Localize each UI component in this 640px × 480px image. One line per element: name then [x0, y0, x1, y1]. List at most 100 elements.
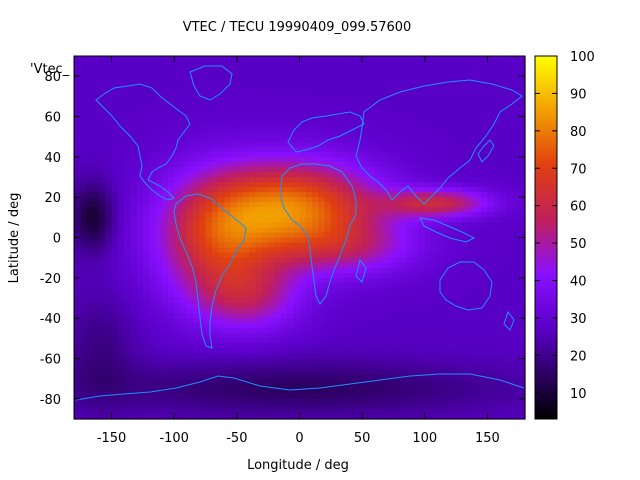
heatmap-cell — [387, 343, 395, 350]
heatmap-cell — [99, 363, 106, 370]
heatmap-cell — [499, 222, 507, 229]
heatmap-cell — [136, 116, 144, 123]
heatmap-cell — [499, 227, 507, 234]
heatmap-cell — [155, 217, 163, 223]
heatmap-cell — [330, 61, 338, 67]
heatmap-cell — [393, 343, 401, 350]
heatmap-cell — [387, 388, 395, 395]
heatmap-cell — [424, 66, 432, 72]
heatmap-cell — [312, 252, 319, 259]
heatmap-cell — [218, 141, 225, 148]
heatmap-cell — [418, 363, 426, 370]
heatmap-cell — [468, 202, 476, 208]
heatmap-cell — [412, 91, 420, 97]
heatmap-cell — [255, 61, 263, 67]
heatmap-cell — [374, 292, 382, 299]
heatmap-cell — [374, 91, 382, 97]
heatmap-cell — [224, 121, 232, 128]
heatmap-cell — [130, 146, 138, 153]
heatmap-cell — [255, 383, 263, 390]
heatmap-cell — [174, 328, 182, 334]
heatmap-cell — [349, 76, 357, 82]
heatmap-cell — [412, 353, 420, 360]
heatmap-cell — [280, 313, 288, 319]
heatmap-cell — [161, 66, 169, 72]
heatmap-cell — [324, 76, 332, 82]
heatmap-cell — [111, 131, 119, 138]
heatmap-cell — [293, 187, 301, 193]
heatmap-cell — [224, 277, 232, 284]
heatmap-cell — [481, 348, 489, 355]
heatmap-cell — [74, 212, 81, 218]
heatmap-cell — [393, 308, 401, 314]
heatmap-cell — [368, 252, 376, 259]
heatmap-cell — [324, 126, 332, 133]
heatmap-cell — [136, 126, 144, 133]
heatmap-cell — [167, 161, 175, 168]
heatmap-cell — [368, 192, 376, 198]
heatmap-cell — [499, 101, 507, 108]
heatmap-cell — [249, 202, 257, 208]
heatmap-cell — [343, 136, 351, 143]
heatmap-cell — [74, 348, 81, 355]
heatmap-cell — [111, 197, 119, 203]
heatmap-cell — [456, 363, 463, 370]
heatmap-cell — [412, 252, 420, 259]
heatmap-cell — [286, 368, 294, 375]
heatmap-cell — [180, 182, 188, 188]
heatmap-cell — [142, 403, 150, 410]
heatmap-cell — [418, 287, 426, 294]
heatmap-cell — [474, 368, 482, 375]
heatmap-cell — [449, 81, 457, 87]
heatmap-cell — [343, 207, 351, 213]
heatmap-cell — [368, 282, 376, 289]
heatmap-cell — [312, 227, 319, 234]
heatmap-cell — [142, 267, 150, 274]
heatmap-cell — [487, 363, 495, 370]
heatmap-cell — [80, 227, 88, 234]
heatmap-cell — [249, 363, 257, 370]
heatmap-cell — [261, 171, 269, 178]
heatmap-cell — [286, 282, 294, 289]
heatmap-cell — [387, 207, 395, 213]
heatmap-cell — [424, 106, 432, 113]
heatmap-cell — [74, 318, 81, 324]
heatmap-cell — [462, 308, 470, 314]
heatmap-cell — [117, 313, 125, 319]
heatmap-cell — [261, 56, 269, 62]
heatmap-cell — [312, 156, 319, 163]
heatmap-cell — [299, 328, 307, 334]
heatmap-cell — [512, 282, 520, 289]
heatmap-cell — [362, 252, 369, 259]
heatmap-cell — [193, 136, 200, 143]
heatmap-cell — [424, 398, 432, 405]
heatmap-cell — [130, 111, 138, 118]
heatmap-cell — [318, 262, 326, 269]
heatmap-cell — [218, 187, 225, 193]
heatmap-cell — [92, 373, 100, 380]
heatmap-cell — [368, 398, 376, 405]
heatmap-cell — [493, 212, 501, 218]
heatmap-cell — [431, 318, 438, 324]
heatmap-cell — [449, 338, 457, 344]
heatmap-cell — [161, 272, 169, 279]
heatmap-cell — [431, 398, 438, 405]
heatmap-cell — [299, 212, 307, 218]
heatmap-cell — [337, 368, 344, 375]
heatmap-cell — [512, 272, 520, 279]
heatmap-cell — [355, 212, 363, 218]
heatmap-cell — [343, 292, 351, 299]
heatmap-cell — [155, 323, 163, 329]
heatmap-cell — [443, 343, 451, 350]
heatmap-cell — [330, 287, 338, 294]
heatmap-cell — [174, 101, 182, 108]
heatmap-cell — [117, 378, 125, 385]
heatmap-cell — [443, 303, 451, 309]
heatmap-cell — [268, 192, 276, 198]
heatmap-cell — [368, 161, 376, 168]
heatmap-cell — [305, 121, 313, 128]
heatmap-cell — [362, 177, 369, 183]
heatmap-cell — [456, 207, 463, 213]
heatmap-cell — [405, 262, 413, 269]
heatmap-cell — [211, 292, 219, 299]
